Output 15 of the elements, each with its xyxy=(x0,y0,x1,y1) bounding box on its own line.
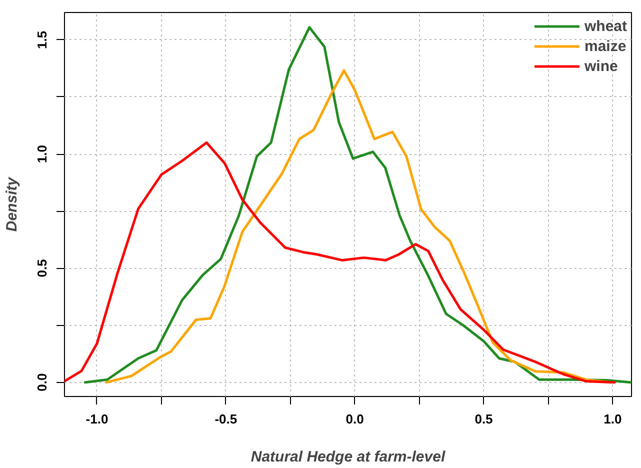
y-tick-label: 0.0 xyxy=(34,373,50,392)
y-axis-title: Density xyxy=(4,176,20,232)
y-tick-label: 1.5 xyxy=(34,30,50,49)
x-tick-label: 0.0 xyxy=(346,412,364,426)
legend-label: wine xyxy=(584,58,618,74)
x-axis-title: Natural Hedge at farm-level xyxy=(250,448,446,466)
x-tick-label: 0.5 xyxy=(474,412,493,426)
legend-label: wheat xyxy=(584,18,627,34)
legend-label: maize xyxy=(584,38,626,54)
y-tick-label: 0.5 xyxy=(34,259,50,278)
x-tick-label: -0.5 xyxy=(214,412,238,426)
line-series xyxy=(64,141,616,384)
x-tick-label: 1.0 xyxy=(604,412,622,426)
x-tick-label: -1.0 xyxy=(86,412,108,426)
y-tick-label: 1.0 xyxy=(34,145,50,164)
